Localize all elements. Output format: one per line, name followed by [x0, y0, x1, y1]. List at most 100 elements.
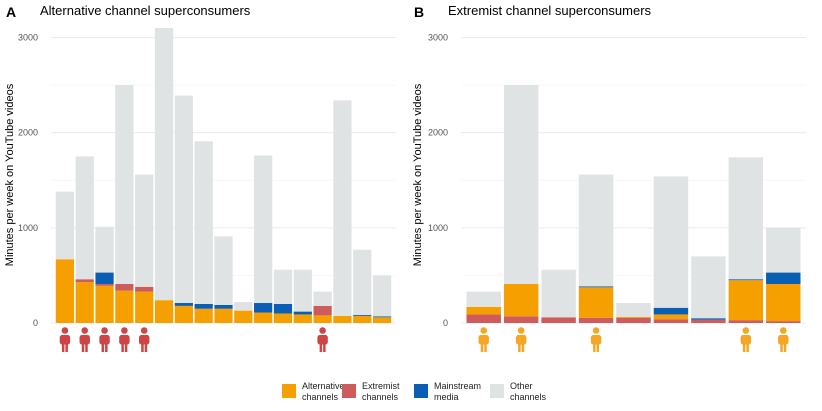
bar-segment-alternative [293, 314, 312, 323]
bar-segment-alternative [616, 316, 651, 318]
bar-segment-extremist [653, 319, 689, 323]
bar-stack [372, 275, 392, 323]
bar-stack [578, 174, 614, 323]
bar-segment-alternative [75, 282, 94, 323]
bar-segment-extremist [115, 283, 134, 291]
bar-segment-extremist [75, 279, 94, 283]
bar-stack [541, 269, 576, 323]
bar-segment-alternative [115, 290, 134, 323]
bar-stack [55, 191, 75, 323]
bar-segment-other [154, 28, 174, 301]
bar-segment-other [616, 303, 651, 317]
bar-segment-other [95, 226, 114, 273]
bar-segment-extremist [616, 317, 651, 323]
bar-segment-mainstream [578, 286, 614, 288]
bar-segment-other [135, 174, 154, 287]
bar-stack [293, 269, 312, 323]
bar-segment-extremist [541, 317, 576, 323]
bar-segment-other [691, 256, 726, 319]
bar-segment-other [194, 141, 213, 304]
bar-segment-mainstream [353, 314, 372, 316]
panel-a-person-icons [59, 327, 328, 352]
bar-segment-other [333, 100, 352, 316]
bar-segment-extremist [95, 283, 114, 286]
panel-b-title: Extremist channel superconsumers [448, 3, 652, 18]
bar-segment-alternative [55, 259, 75, 323]
bar-stack [135, 174, 154, 323]
bar-segment-extremist [728, 320, 764, 323]
bar-segment-alternative [728, 280, 764, 321]
bar-segment-alternative [194, 308, 213, 323]
bar-segment-other [75, 156, 94, 280]
bar-segment-mainstream [254, 303, 273, 313]
person-icon [478, 327, 489, 352]
bar-stack [273, 269, 293, 323]
bar-stack [95, 226, 114, 323]
y-tick-label: 2000 [18, 128, 38, 138]
bar-segment-alternative [353, 315, 372, 323]
panel-a-ylabel: Minutes per week on YouTube videos [4, 83, 16, 266]
bar-segment-extremist [578, 317, 614, 323]
legend: AlternativechannelsExtremistchannelsMain… [282, 381, 547, 402]
person-icon [99, 327, 110, 352]
bar-stack [766, 227, 801, 323]
legend-swatch [490, 384, 504, 398]
person-icon [740, 327, 752, 352]
bar-stack [214, 236, 233, 323]
bar-segment-other [273, 269, 293, 304]
panel-a-yticks: 0 1000 2000 3000 [18, 33, 38, 328]
legend-label: Alternative [302, 381, 345, 391]
legend-label: channels [510, 392, 547, 402]
bar-segment-alternative [174, 305, 193, 323]
y-tick-label: 3000 [428, 33, 448, 43]
panel-a-title: Alternative channel superconsumers [40, 3, 251, 18]
legend-swatch [342, 384, 356, 398]
bar-segment-alternative [578, 287, 614, 318]
legend-label: Extremist [362, 381, 400, 391]
bar-segment-extremist [766, 321, 801, 323]
bar-segment-other [293, 269, 312, 312]
bar-segment-other [578, 174, 614, 287]
bar-segment-alternative [135, 291, 154, 323]
bar-segment-extremist [466, 314, 501, 323]
bar-stack [75, 156, 94, 323]
panel-b-yticks: 0 1000 2000 3000 [428, 33, 448, 328]
legend-label: channels [302, 392, 339, 402]
bar-segment-extremist [503, 316, 539, 323]
bar-stack [691, 256, 726, 323]
bar-segment-alternative [254, 312, 273, 323]
bar-segment-mainstream [273, 303, 293, 314]
bar-segment-other [254, 155, 273, 304]
bar-segment-mainstream [691, 318, 726, 320]
bar-segment-mainstream [95, 272, 114, 284]
bar-segment-other [541, 269, 576, 318]
bar-stack [313, 291, 332, 323]
bar-segment-other [353, 249, 372, 315]
bar-stack [728, 157, 764, 323]
bar-segment-other [466, 291, 501, 307]
y-tick-label: 1000 [428, 223, 448, 233]
bar-stack [115, 85, 134, 323]
bar-stack [466, 291, 501, 323]
bar-segment-alternative [313, 315, 332, 323]
bar-segment-other [214, 236, 233, 305]
panel-b-letter: B [414, 4, 424, 20]
bar-segment-alternative [503, 283, 539, 317]
bar-segment-alternative [766, 283, 801, 322]
y-tick-label: 3000 [18, 33, 38, 43]
panel-b: B Extremist channel superconsumers Minut… [412, 3, 806, 352]
bar-segment-other [653, 176, 689, 308]
bar-segment-other [234, 302, 253, 311]
bar-segment-other [503, 85, 539, 284]
bar-segment-other [115, 85, 134, 284]
bar-segment-mainstream [174, 303, 193, 306]
bar-segment-alternative [273, 313, 293, 323]
bar-stack [254, 155, 273, 323]
y-tick-label: 1000 [18, 223, 38, 233]
person-icon [778, 327, 789, 352]
person-icon [590, 327, 602, 352]
bar-stack [174, 95, 193, 323]
